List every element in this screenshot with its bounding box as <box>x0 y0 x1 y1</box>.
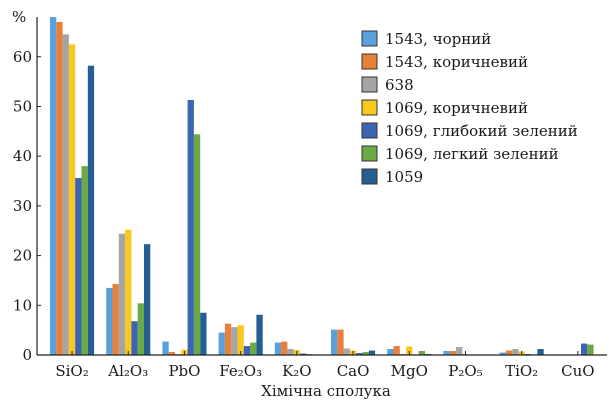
bar <box>512 349 519 355</box>
bar <box>162 341 169 355</box>
x-tick-label: K₂O <box>282 362 312 380</box>
legend-label: 1543, чорний <box>385 30 491 48</box>
bar <box>193 134 201 355</box>
bar <box>337 329 344 355</box>
bar <box>250 342 257 355</box>
bar <box>187 100 194 355</box>
legend-swatch <box>361 99 378 116</box>
bars-layer <box>50 17 600 356</box>
legend-label: 638 <box>385 76 414 94</box>
y-tick-label: 40 <box>13 147 32 165</box>
bar <box>231 327 238 355</box>
bar <box>587 344 594 355</box>
x-tick-label: PbO <box>168 362 200 380</box>
ticks-layer: 0 10 20 30 40 50 60 <box>13 48 41 364</box>
bar <box>356 353 363 355</box>
bar <box>287 349 294 355</box>
bar <box>81 166 88 355</box>
bar <box>331 329 338 355</box>
bar <box>131 321 138 355</box>
bar <box>243 346 251 355</box>
legend-swatch <box>361 53 378 70</box>
y-tick-label: 20 <box>13 247 32 265</box>
bar <box>200 312 207 355</box>
bar <box>218 332 225 355</box>
y-tick-label: 10 <box>13 296 32 314</box>
axes-layer <box>36 17 607 356</box>
bar <box>368 350 376 355</box>
bar <box>112 283 119 355</box>
x-axis-label: Хімічна сполука <box>261 382 391 400</box>
bar <box>499 352 506 355</box>
x-tick-label: Fe₂O₃ <box>219 362 262 380</box>
bar <box>449 351 456 355</box>
legend-swatch <box>361 76 378 93</box>
bar <box>281 341 288 355</box>
bar <box>256 314 263 355</box>
bar <box>118 233 126 355</box>
bar <box>75 178 82 355</box>
x-tick-label: TiO₂ <box>505 362 538 380</box>
bar <box>56 21 63 355</box>
bar <box>406 346 413 355</box>
legend-label: 1069, коричневий <box>385 99 528 117</box>
x-tick-label: P₂O₅ <box>448 362 482 380</box>
y-tick-label: 60 <box>13 48 32 66</box>
legend-swatch <box>361 168 378 185</box>
bar <box>224 323 232 355</box>
bar <box>443 351 450 355</box>
bar <box>387 349 394 355</box>
y-axis-label: % <box>12 8 26 26</box>
bar <box>300 353 307 355</box>
legend: 1543, чорний 1543, коричневий 638 1069, кор… <box>361 30 578 186</box>
bar <box>505 350 513 355</box>
bar <box>274 342 282 355</box>
bar <box>456 347 463 355</box>
y-tick-label: 0 <box>22 346 32 364</box>
legend-swatch <box>361 122 378 139</box>
legend-swatch <box>361 145 378 162</box>
legend-label: 1069, глибокий зелений <box>385 122 578 140</box>
legend-label: 1069, легкий зелений <box>385 145 559 163</box>
y-tick-label: 50 <box>13 97 32 115</box>
bar <box>68 44 76 356</box>
x-tick-label: SiO₂ <box>55 362 88 380</box>
legend-label: 1543, коричневий <box>385 53 528 71</box>
bar <box>144 244 151 355</box>
bar <box>50 17 57 355</box>
bar <box>137 303 144 355</box>
bar <box>237 325 244 355</box>
x-tick-label: CaO <box>337 362 370 380</box>
bar <box>168 352 175 355</box>
bar <box>343 348 350 355</box>
legend-label: 1059 <box>385 168 423 186</box>
bar <box>581 343 588 355</box>
bar <box>125 229 132 355</box>
bar <box>362 352 369 355</box>
bar <box>393 346 400 355</box>
legend-swatch <box>361 30 378 47</box>
bar <box>418 351 425 355</box>
bar <box>537 349 544 355</box>
x-tick-label: CuO <box>561 362 594 380</box>
category-labels: SiO₂ Al₂O₃ PbO Fe₂O₃ K₂O CaO MgO P₂O₅ TiO₂ CuO <box>55 351 595 380</box>
bar <box>62 34 69 356</box>
y-tick-label: 30 <box>13 197 32 215</box>
bar <box>106 287 113 355</box>
x-tick-label: MgO <box>391 362 428 380</box>
bar <box>87 65 95 356</box>
x-tick-label: Al₂O₃ <box>107 362 148 380</box>
